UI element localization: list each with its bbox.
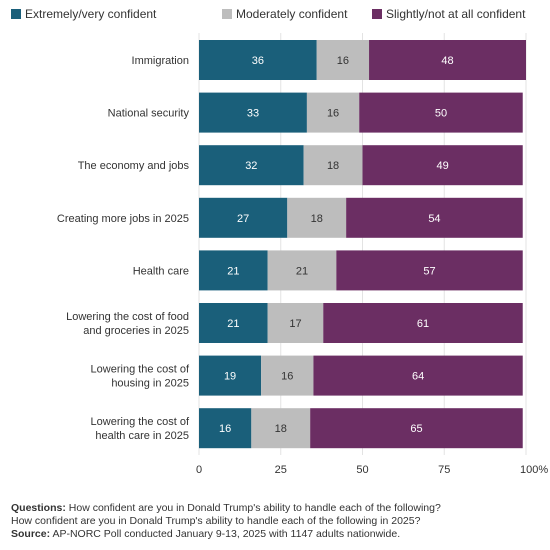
legend-swatch-2: [222, 9, 232, 19]
bar-segment: [199, 197, 288, 238]
bar-segment: [287, 197, 347, 238]
questions-text-1: How confident are you in Donald Trump's …: [68, 502, 441, 514]
bar-value-label: 16: [337, 55, 349, 67]
bar-value-label: 65: [410, 423, 422, 435]
category-label: Creating more jobs in 2025: [57, 213, 189, 225]
questions-label: Questions:: [11, 502, 66, 514]
bar-value-label: 49: [436, 160, 448, 172]
bar-segment: [199, 408, 252, 449]
category-label: Immigration: [132, 55, 189, 67]
bar-value-label: 50: [435, 108, 447, 120]
source-label: Source:: [11, 528, 51, 540]
bar-value-label: 64: [412, 371, 424, 383]
category-label: and groceries in 2025: [83, 325, 189, 337]
source-line: Source: AP-NORC Poll conducted January 9…: [11, 528, 546, 541]
questions-line-1: Questions: How confident are you in Dona…: [11, 502, 546, 515]
x-tick-label: 50: [356, 464, 368, 476]
chart-legend: Extremely/very confident Moderately confi…: [11, 7, 526, 21]
bar-segment: [199, 92, 307, 133]
stacked-bar-chart: Extremely/very confident Moderately confi…: [11, 7, 548, 476]
bar-segment: [306, 92, 360, 133]
chart-x-axis: 0 25 50 75 100%: [196, 464, 548, 476]
bar-segment: [346, 197, 523, 238]
bar-value-label: 18: [275, 423, 287, 435]
bar-value-label: 33: [247, 108, 259, 120]
bar-value-label: 32: [245, 160, 257, 172]
bar-segment: [261, 355, 314, 396]
bar-value-label: 16: [219, 423, 231, 435]
bar-segment: [362, 145, 523, 186]
bar-value-label: 21: [227, 318, 239, 330]
x-tick-label: 0: [196, 464, 202, 476]
bar-segment: [313, 355, 523, 396]
legend-swatch-1: [11, 9, 21, 19]
bar-segment: [303, 145, 363, 186]
questions-line-2: How confident are you in Donald Trump's …: [11, 515, 421, 527]
bar-value-label: 16: [281, 371, 293, 383]
bar-segment: [323, 303, 523, 343]
source-text: AP-NORC Poll conducted January 9-13, 202…: [52, 528, 401, 540]
bar-segment: [199, 40, 317, 80]
bar-segment: [310, 408, 523, 449]
chart-bars: 36 16 48 33 16 50 32 18 49 27 18 54 21 21 57 21 17 61 19 16…: [199, 40, 526, 449]
bar-segment: [199, 355, 262, 396]
category-label: Health care: [133, 265, 189, 277]
bar-value-label: 21: [227, 265, 239, 277]
bar-segment: [336, 250, 523, 291]
chart-category-labels: Immigration National security The economy …: [57, 55, 190, 442]
bar-value-label: 36: [252, 55, 264, 67]
bar-segment: [199, 303, 268, 343]
bar-value-label: 21: [296, 265, 308, 277]
category-label: housing in 2025: [111, 378, 189, 390]
bar-segment: [267, 303, 324, 343]
x-tick-label: 75: [438, 464, 450, 476]
bar-segment: [369, 40, 526, 80]
category-label: National security: [108, 108, 190, 120]
category-label: The economy and jobs: [78, 160, 190, 172]
category-label: health care in 2025: [95, 430, 189, 442]
bar-segment: [267, 250, 337, 291]
bar-segment: [199, 145, 304, 186]
category-label: Lowering the cost of food: [66, 311, 189, 323]
bar-value-label: 16: [327, 108, 339, 120]
bar-value-label: 54: [428, 213, 440, 225]
bar-value-label: 61: [417, 318, 429, 330]
bar-value-label: 18: [327, 160, 339, 172]
legend-swatch-3: [372, 9, 382, 19]
bar-value-label: 57: [423, 265, 435, 277]
bar-segment: [251, 408, 311, 449]
bar-segment: [359, 92, 523, 133]
x-tick-label: 25: [275, 464, 287, 476]
legend-label-2: Moderately confident: [236, 7, 348, 21]
bar-segment: [199, 250, 268, 291]
chart-footer: Questions: How confident are you in Dona…: [11, 502, 546, 541]
bar-value-label: 27: [237, 213, 249, 225]
category-label: Lowering the cost of: [91, 364, 190, 376]
bar-value-label: 18: [311, 213, 323, 225]
legend-label-1: Extremely/very confident: [25, 7, 157, 21]
bar-value-label: 17: [289, 318, 301, 330]
bar-value-label: 48: [441, 55, 453, 67]
x-tick-label: 100%: [520, 464, 548, 476]
legend-label-3: Slightly/not at all confident: [386, 7, 526, 21]
bar-value-label: 19: [224, 371, 236, 383]
category-label: Lowering the cost of: [91, 416, 190, 428]
bar-segment: [316, 40, 370, 80]
